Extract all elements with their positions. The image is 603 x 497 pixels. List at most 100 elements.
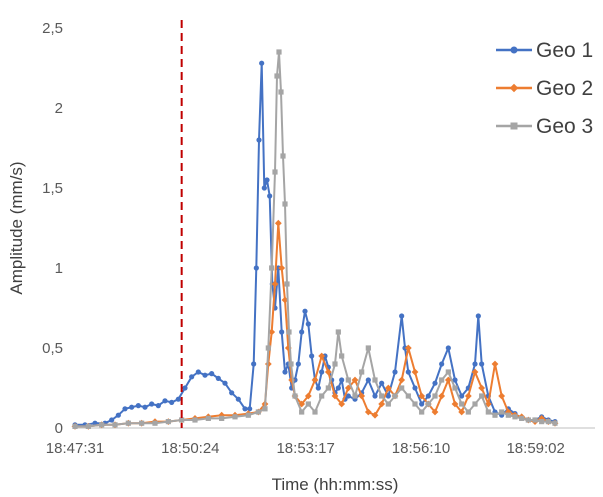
data-point [445,369,451,375]
data-point [512,414,518,420]
data-point [189,374,195,380]
data-point [209,371,215,377]
data-point [418,392,426,400]
x-tick-label: 18:53:17 [276,440,334,457]
data-point [472,361,478,367]
data-point [247,406,253,412]
data-point [399,385,405,391]
data-point [288,376,296,384]
data-point [262,406,268,412]
data-point [365,345,371,351]
data-point [491,360,499,368]
data-point [274,73,280,79]
data-point [464,392,472,400]
data-point [404,344,412,352]
data-point [282,201,288,207]
data-point [372,377,378,383]
data-point [149,401,155,407]
data-point [299,409,305,415]
data-point [445,345,451,351]
data-point [129,404,135,410]
data-point [319,393,325,399]
data-point [498,392,506,400]
legend: Geo 1 Geo 2 Geo 3 [496,39,593,138]
data-point [552,420,558,426]
data-point [351,376,359,384]
data-point [284,281,290,287]
data-point [339,377,345,383]
data-point [229,390,235,396]
data-point [125,420,131,426]
data-point [253,265,259,271]
data-point [365,377,371,383]
data-point [379,393,385,399]
data-point [219,415,225,421]
data-point [438,392,446,400]
data-point [425,393,431,399]
data-point [419,401,425,407]
data-point [452,377,458,383]
data-point [279,329,285,335]
series-3 [72,49,558,429]
data-point [431,408,439,416]
data-point [304,392,312,400]
data-point [271,280,279,288]
data-point [165,419,171,425]
data-point [352,393,358,399]
data-point [235,396,241,402]
data-point [192,417,198,423]
data-point [338,400,346,408]
data-point [471,368,479,376]
data-point [265,345,271,351]
data-point [99,422,105,428]
data-point [384,384,392,392]
data-point [485,409,491,415]
y-tick-label: 1,5 [42,180,63,197]
data-point [299,329,305,335]
data-point [215,375,221,381]
data-point [379,380,385,386]
data-point [345,377,351,383]
data-point [458,408,466,416]
data-point [152,420,158,426]
data-point [292,393,298,399]
x-tick-label: 18:56:10 [392,440,450,457]
data-point [267,193,273,199]
data-point [315,385,321,391]
data-point [385,393,391,399]
data-point [288,361,294,367]
data-point [319,369,325,375]
data-point [305,321,311,327]
data-point [371,411,379,419]
series-layer [71,49,559,430]
data-point [155,403,161,409]
data-point [259,60,265,66]
data-point [311,376,319,384]
data-point [505,412,511,418]
data-point [412,385,418,391]
y-tick-label: 2,5 [42,20,63,37]
data-point [439,361,445,367]
y-axis-label: Amplitude (mm/s) [7,161,26,294]
data-point [281,296,289,304]
series-1 [72,60,558,428]
y-tick-label: 0 [55,420,63,437]
data-point [411,368,419,376]
legend-item: Geo 3 [496,115,593,138]
legend-marker [510,122,518,130]
data-point [425,401,431,407]
data-point [332,361,338,367]
data-point [169,399,175,405]
data-point [202,372,208,378]
data-point [182,385,188,391]
data-point [179,417,185,423]
data-point [135,403,141,409]
data-point [286,329,292,335]
data-point [295,361,301,367]
data-point [115,412,121,418]
data-point [492,412,498,418]
data-point [324,368,332,376]
data-point [399,313,405,319]
data-point [545,419,551,425]
